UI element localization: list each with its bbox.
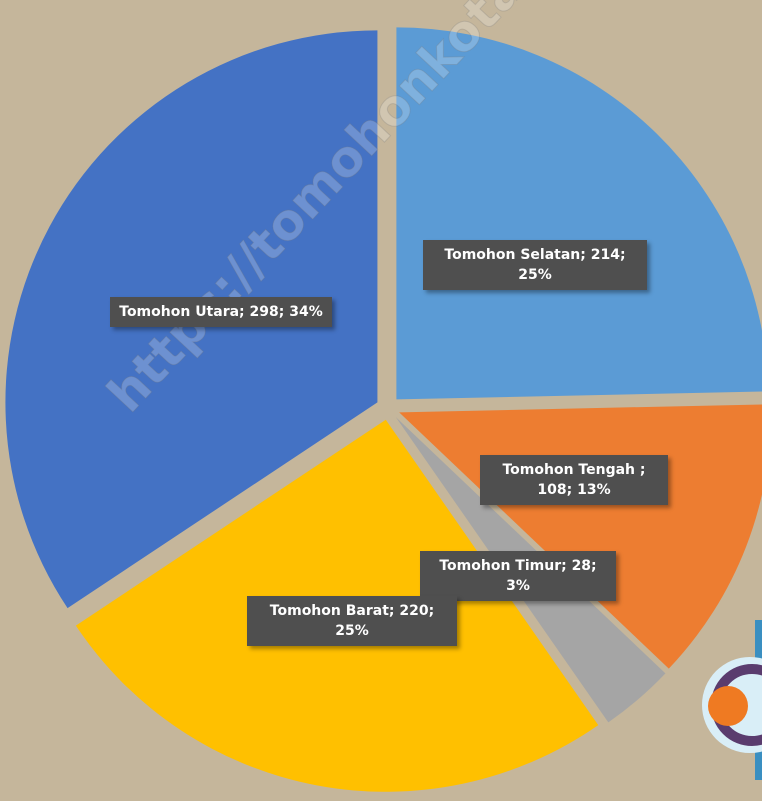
data-label: Tomohon Tengah ; 108; 13%: [480, 455, 668, 505]
logo: [702, 620, 762, 780]
pie-slice: [396, 27, 762, 400]
data-label: Tomohon Timur; 28; 3%: [420, 551, 616, 601]
logo-dot: [708, 686, 748, 726]
data-label: Tomohon Barat; 220; 25%: [247, 596, 457, 646]
data-label: Tomohon Selatan; 214; 25%: [423, 240, 647, 290]
data-label: Tomohon Utara; 298; 34%: [110, 297, 332, 327]
